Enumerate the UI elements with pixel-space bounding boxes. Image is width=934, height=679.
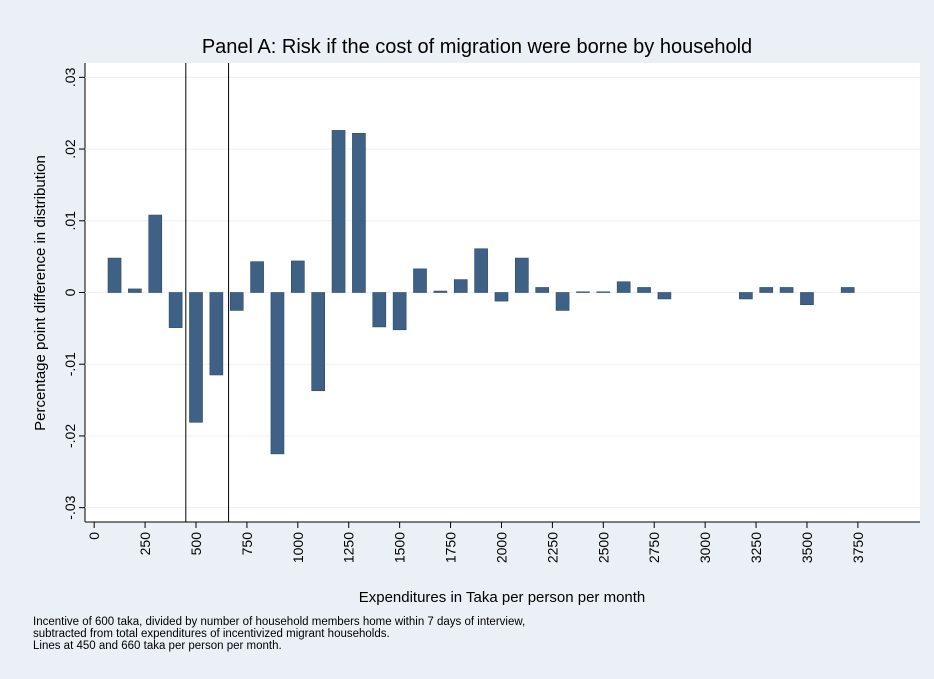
y-tick-label: 0 — [62, 288, 78, 296]
bar — [168, 292, 183, 328]
x-tick-label: 500 — [188, 532, 204, 556]
note-line: Lines at 450 and 660 taka per person per… — [33, 640, 282, 652]
bar — [779, 287, 794, 293]
bar — [759, 287, 774, 293]
bar — [657, 292, 672, 300]
bar — [311, 292, 326, 392]
bar — [229, 292, 244, 311]
bar — [474, 248, 488, 293]
y-axis-label: Percentage point difference in distribut… — [32, 155, 49, 431]
x-tick-label: 2000 — [493, 532, 509, 563]
y-tick-label: -.01 — [62, 352, 78, 376]
bar — [596, 291, 611, 293]
x-tick-label: 2500 — [595, 532, 611, 563]
x-tick-label: 250 — [137, 532, 153, 556]
note-line: subtracted from total expenditures of in… — [33, 628, 390, 640]
bar — [576, 291, 590, 293]
bar — [515, 257, 529, 293]
bar — [616, 281, 631, 293]
x-tick-label: 0 — [86, 532, 102, 540]
bar — [128, 288, 142, 293]
x-tick-label: 1750 — [443, 532, 459, 563]
y-tick-label: .02 — [62, 139, 78, 159]
chart-title: Panel A: Risk if the cost of migration w… — [202, 36, 752, 58]
bar — [535, 287, 550, 293]
x-tick-label: 3000 — [697, 532, 713, 563]
bar — [840, 287, 855, 293]
bar — [372, 292, 387, 328]
note-line: Incentive of 600 taka, divided by number… — [33, 616, 525, 628]
x-tick-label: 1000 — [290, 532, 306, 563]
x-tick-label: 3750 — [850, 532, 866, 563]
y-tick-label: -.02 — [62, 424, 78, 448]
bar — [494, 292, 509, 302]
bar — [555, 292, 570, 311]
x-tick-label: 3250 — [748, 532, 764, 563]
x-tick-label: 2250 — [544, 532, 560, 563]
bar — [800, 292, 814, 305]
x-tick-label: 2750 — [646, 532, 662, 563]
bar — [413, 268, 427, 293]
x-tick-label: 1250 — [341, 532, 357, 563]
bar — [392, 292, 407, 331]
x-tick-label: 750 — [239, 532, 255, 556]
x-tick-label: 3500 — [799, 532, 815, 563]
bar — [331, 130, 346, 293]
bar — [739, 292, 753, 300]
x-tick-label: 1500 — [392, 532, 408, 563]
bar — [107, 257, 122, 293]
x-axis-label: Expenditures in Taka per person per mont… — [359, 589, 646, 606]
bar — [189, 292, 203, 423]
y-tick-label: -.03 — [62, 495, 78, 519]
bar — [250, 261, 264, 293]
bar — [453, 279, 468, 293]
bar — [352, 132, 366, 293]
bar — [637, 287, 651, 293]
bar — [270, 292, 285, 455]
y-tick-label: .03 — [62, 67, 78, 87]
bar — [291, 260, 305, 293]
bar — [209, 292, 224, 376]
y-tick-label: .01 — [62, 211, 78, 231]
bar — [148, 214, 163, 293]
bar — [433, 290, 448, 293]
